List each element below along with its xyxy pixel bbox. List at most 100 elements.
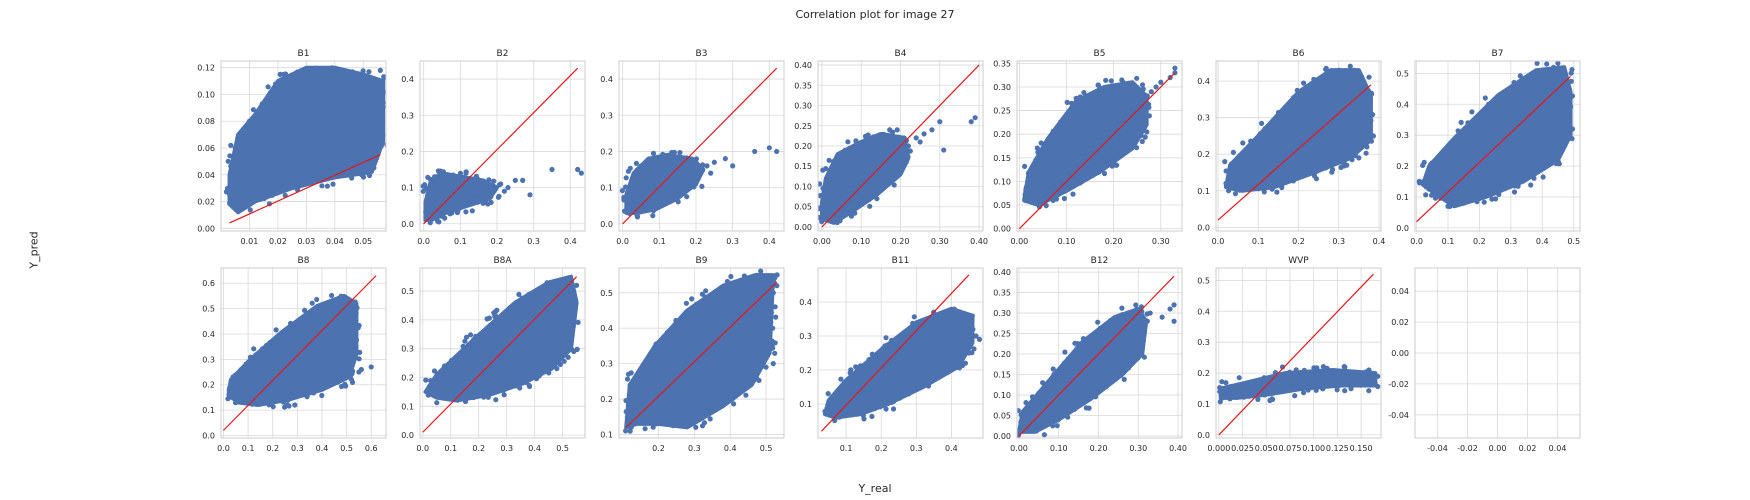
scatter-point xyxy=(1035,149,1041,155)
scatter-point xyxy=(247,200,254,206)
scatter-point xyxy=(900,160,907,166)
y-tick-label: 0.1 xyxy=(799,400,812,409)
y-tick-label: 0.2 xyxy=(1396,162,1409,171)
scatter-point xyxy=(311,390,317,396)
x-tick-label: 0.1 xyxy=(1252,237,1265,246)
scatter-point xyxy=(1569,136,1575,142)
scatter-point xyxy=(1474,199,1480,205)
scatter-point xyxy=(360,68,366,74)
scatter-point xyxy=(1050,366,1056,372)
fit-line xyxy=(1217,84,1372,221)
scatter-point xyxy=(1104,86,1111,92)
scatter-point xyxy=(329,292,335,299)
scatter-point xyxy=(1259,120,1265,126)
scatter-point xyxy=(355,75,361,81)
scatter-point xyxy=(1290,95,1297,101)
scatter-point xyxy=(274,84,280,91)
y-tick-label: 0.2 xyxy=(401,147,414,156)
scatter-point xyxy=(1120,312,1126,318)
scatter-point xyxy=(1050,423,1056,429)
scatter-point xyxy=(232,400,239,406)
scatter-point xyxy=(854,407,861,413)
scatter-point xyxy=(275,80,281,86)
x-tick-label: -0.04 xyxy=(1427,444,1448,453)
scatter-point xyxy=(523,299,530,305)
scatter-point xyxy=(1363,150,1369,156)
axes-frame xyxy=(1016,60,1183,232)
scatter-point xyxy=(1134,75,1140,81)
scatter-point xyxy=(355,71,361,77)
scatter-point xyxy=(1358,382,1364,388)
scatter-point xyxy=(758,268,764,274)
scatter-point xyxy=(766,145,772,151)
scatter-point xyxy=(435,213,441,220)
scatter-point xyxy=(846,376,852,382)
scatter-point xyxy=(669,159,676,165)
scatter-point xyxy=(664,158,670,164)
scatter-point xyxy=(818,205,823,211)
subplot-b5: B5 0.00 0.10 0.20 0.30 0.00 0.05 0.10 0.15 0.20 0.… xyxy=(993,49,1183,246)
scatter-point xyxy=(434,384,440,390)
scatter-point xyxy=(425,392,431,398)
scatter-point xyxy=(1481,199,1487,205)
scatter-point xyxy=(1421,159,1427,165)
y-tick-label: 0.1 xyxy=(600,430,613,439)
scatter-point xyxy=(314,381,320,387)
scatter-point xyxy=(1217,399,1223,405)
scatter-point xyxy=(312,78,318,84)
scatter-points xyxy=(1022,65,1178,210)
scatter-point xyxy=(1423,192,1429,198)
scatter-point xyxy=(1270,118,1276,124)
scatter-point xyxy=(1062,349,1068,355)
scatter-point xyxy=(1172,65,1178,71)
scatter-point xyxy=(247,354,254,360)
y-tick-label: -0.02 xyxy=(1388,380,1409,389)
scatter-point xyxy=(1279,184,1285,191)
scatter-point xyxy=(264,102,270,108)
scatter-point xyxy=(526,291,532,298)
scatter-point xyxy=(773,314,779,320)
scatter-point xyxy=(486,315,492,321)
axes-frame xyxy=(419,267,586,439)
scatter-point xyxy=(237,143,243,149)
scatter-point xyxy=(1313,370,1319,376)
scatter-point xyxy=(1072,351,1078,357)
scatter-point xyxy=(492,309,499,315)
scatter-point xyxy=(537,291,543,297)
scatter-point xyxy=(1482,95,1488,101)
scatter-point xyxy=(1275,109,1282,116)
scatter-point xyxy=(441,363,447,369)
scatter-point xyxy=(461,199,467,205)
scatter-point xyxy=(468,180,474,187)
scatter-point xyxy=(367,168,373,175)
scatter-point xyxy=(1080,102,1086,108)
scatter-point xyxy=(1529,72,1535,78)
scatter-point xyxy=(1095,384,1101,390)
scatter-point xyxy=(322,380,328,386)
scatter-point xyxy=(519,295,525,301)
scatter-point xyxy=(709,293,715,299)
scatter-point xyxy=(1476,118,1482,125)
scatter-point xyxy=(444,205,450,211)
scatter-point xyxy=(1102,162,1108,168)
scatter-point xyxy=(1078,172,1084,178)
scatter-point xyxy=(1109,375,1115,381)
scatter-point xyxy=(770,290,776,296)
scatter-point xyxy=(1223,380,1229,386)
scatter-point xyxy=(1060,117,1066,123)
scatter-point xyxy=(1284,382,1290,389)
scatter-point xyxy=(259,114,265,120)
scatter-point xyxy=(1361,95,1367,101)
scatter-point xyxy=(1142,109,1148,115)
fit-line xyxy=(1416,76,1571,223)
scatter-point xyxy=(841,381,847,387)
scatter-point xyxy=(696,164,703,170)
x-tick-label: 0.3 xyxy=(291,444,304,453)
x-tick-label: 0.2 xyxy=(491,237,504,246)
y-tick-label: 0.5 xyxy=(1396,69,1409,78)
scatter-point xyxy=(1367,122,1373,128)
y-tick-label: 0.20 xyxy=(993,350,1011,359)
x-tick-label: 0.4 xyxy=(724,444,737,453)
scatter-point xyxy=(619,188,626,194)
scatter-point xyxy=(884,348,891,354)
